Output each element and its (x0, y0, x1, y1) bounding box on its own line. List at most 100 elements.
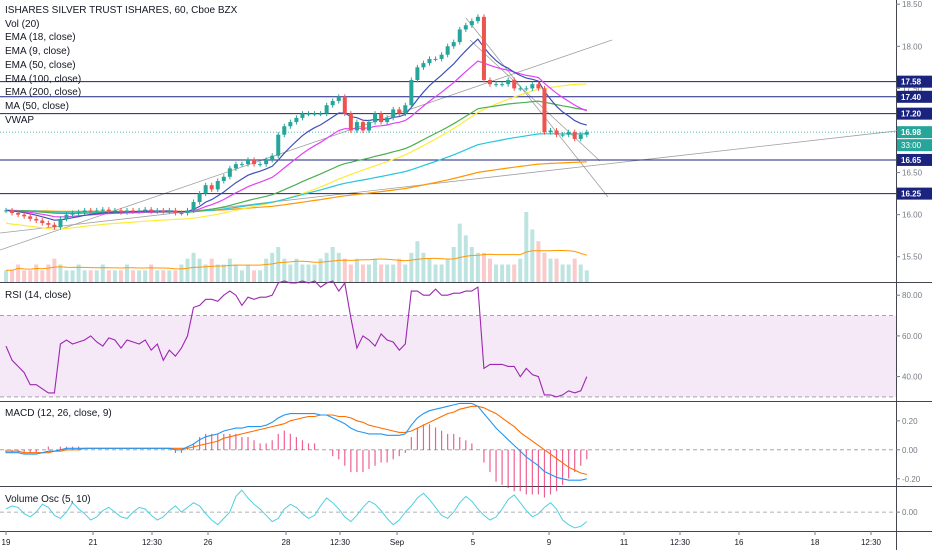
candle-body (451, 42, 456, 47)
candle-body (161, 210, 166, 212)
volume-bar (584, 270, 589, 282)
volume-bar (409, 252, 414, 282)
volume-bar (22, 270, 27, 282)
x-tick-label: 28 (282, 538, 291, 547)
x-tick-label: 16 (735, 538, 744, 547)
candle-body (52, 224, 57, 228)
candle-body (149, 209, 154, 212)
volume-bar (560, 264, 565, 282)
volume-bar (82, 270, 87, 282)
volume-bar (76, 264, 81, 282)
volume-bar (354, 258, 359, 282)
volume-bar (475, 252, 480, 282)
x-tick-label: 12:30 (142, 538, 163, 547)
volume-bar (427, 258, 432, 282)
candle-body (584, 132, 589, 135)
indicator-label-vol: Vol (20) (5, 18, 40, 30)
volume-bar (203, 264, 208, 282)
price-label-bg (897, 126, 932, 139)
volume-bar (40, 270, 45, 282)
volume-bar (137, 270, 142, 282)
candle-body (379, 113, 384, 123)
macd-line (6, 402, 587, 481)
candle-body (385, 117, 390, 123)
volosc-line (5, 489, 588, 529)
volume-bar (379, 264, 384, 282)
volume-bar (385, 264, 390, 282)
x-tick-label: 11 (620, 538, 629, 547)
trendline (465, 17, 609, 198)
candle-body (481, 16, 486, 80)
candle-body (40, 220, 45, 224)
candle-body (421, 63, 426, 68)
candle-body (306, 113, 311, 115)
candle-body (330, 101, 335, 106)
candle-body (227, 168, 232, 177)
volume-bar (330, 247, 335, 282)
indicator-label-ema18: EMA (18, close) (5, 32, 76, 44)
y-tick-label: 17.50 (902, 84, 923, 93)
candle-body (457, 29, 462, 43)
volume-bar (106, 270, 111, 282)
volume-bar (488, 258, 492, 282)
candle-body (112, 210, 117, 212)
volume-bar (494, 264, 499, 282)
candle-body (415, 67, 420, 80)
candle-body (488, 79, 492, 85)
volume-bar (46, 264, 51, 282)
candle-body (22, 214, 27, 217)
candle-body (427, 58, 432, 64)
price-label-bg (897, 187, 932, 200)
volume-bar (143, 270, 148, 282)
volume-bar (167, 270, 172, 282)
volume-bar (548, 258, 553, 282)
volume-bar (246, 264, 250, 282)
candle-body (506, 79, 511, 85)
candle-body (28, 216, 33, 219)
volume-bar (397, 258, 402, 282)
volume-bar (318, 258, 323, 282)
volume-bar (469, 247, 474, 282)
y-tick-label: 0.20 (902, 417, 918, 426)
volume-bar (131, 270, 136, 282)
candle-body (530, 84, 535, 89)
indicator-label-ema9: EMA (9, close) (5, 46, 71, 58)
candle-body (4, 210, 8, 212)
volume-bar (373, 258, 378, 282)
volume-bar (64, 270, 69, 282)
candle-body (221, 176, 226, 181)
candle-body (566, 132, 571, 135)
candle-body (76, 212, 81, 214)
price-label-bg (897, 153, 932, 166)
candle-body (173, 210, 178, 213)
volume-bar (10, 270, 15, 282)
candle-body (318, 113, 323, 115)
y-tick-label: 0.00 (902, 508, 918, 517)
candle-body (143, 209, 148, 211)
candle-body (276, 134, 281, 156)
candle-body (518, 88, 523, 90)
candle-body (118, 210, 123, 213)
candle-body (494, 84, 499, 86)
price-label: 16.25 (901, 190, 922, 199)
volume-bar (239, 270, 244, 282)
candle-body (578, 134, 583, 139)
volume-bar (481, 252, 486, 282)
y-tick-label: 0.00 (902, 446, 918, 455)
volume-bar (572, 258, 577, 282)
candle-body (360, 122, 365, 131)
x-tick-label: 18 (811, 538, 820, 547)
volume-bar (554, 258, 559, 282)
volume-bar (233, 264, 238, 282)
volume-bar (348, 264, 353, 282)
volume-bar (300, 264, 305, 282)
volume-bar (415, 241, 420, 282)
volume-bar (276, 247, 281, 282)
price-label: 17.40 (901, 93, 922, 102)
y-tick-label: 18.00 (902, 42, 923, 51)
candle-body (137, 210, 142, 212)
indicator-label-vwap: VWAP (5, 114, 35, 126)
candle-body (463, 25, 468, 30)
